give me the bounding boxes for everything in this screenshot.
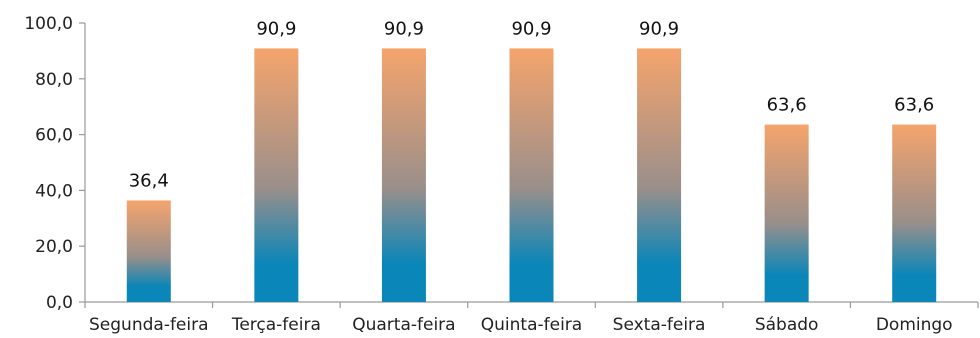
data-label: 90,9: [511, 18, 551, 39]
y-tick-label: 100,0: [24, 14, 73, 34]
bar: [509, 48, 554, 302]
bar: [254, 48, 299, 302]
x-category-label: Quarta-feira: [352, 315, 455, 335]
x-category-label: Sexta-feira: [613, 315, 706, 335]
x-category-label: Domingo: [876, 315, 953, 335]
data-label: 36,4: [129, 170, 169, 191]
data-labels: 36,4 90,9 90,9 90,9 90,9 63,6 63,6: [129, 18, 935, 191]
y-axis: 0,0 20,0 40,0 60,0 80,0 100,0: [24, 14, 86, 313]
bar: [892, 124, 937, 302]
y-tick-label: 80,0: [35, 70, 73, 90]
x-category-label: Segunda-feira: [89, 315, 209, 335]
bar: [381, 48, 426, 302]
x-category-label: Sábado: [755, 315, 819, 335]
bars: [126, 48, 937, 302]
bar: [637, 48, 682, 302]
bar: [126, 200, 171, 302]
bar: [764, 124, 809, 302]
y-tick-label: 20,0: [35, 237, 73, 257]
data-label: 63,6: [767, 95, 807, 116]
y-tick-label: 60,0: [35, 126, 73, 146]
x-axis: Segunda-feira Terça-feira Quarta-feira Quin…: [84, 301, 979, 335]
y-tick-label: 0,0: [46, 293, 73, 313]
x-category-label: Quinta-feira: [481, 315, 582, 335]
x-category-label: Terça-feira: [231, 315, 321, 335]
data-label: 90,9: [639, 18, 679, 39]
y-tick-label: 40,0: [35, 181, 73, 201]
data-label: 90,9: [384, 18, 424, 39]
data-label: 90,9: [256, 18, 296, 39]
data-label: 63,6: [894, 95, 934, 116]
